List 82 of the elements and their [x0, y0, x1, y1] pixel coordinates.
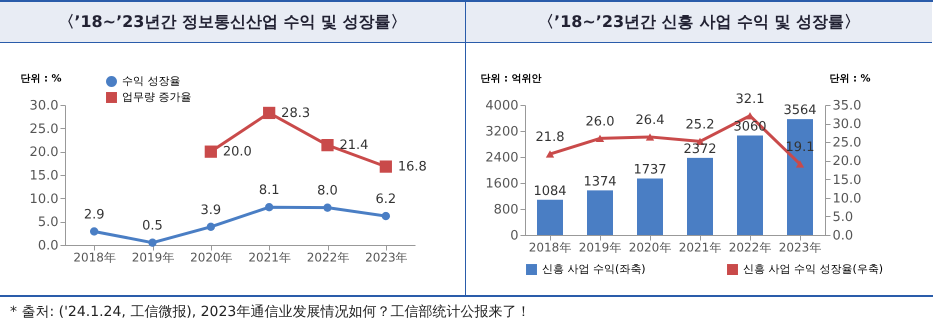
point — [321, 139, 334, 152]
x-tick-label: 2022年 — [728, 240, 772, 254]
y2-tick-label: 25.0 — [832, 136, 862, 151]
y2-tick-label: 5.0 — [832, 210, 854, 225]
y-axis-title: 단위 : 억위안 — [480, 74, 542, 84]
legend-label: 신흥 사업 수익(좌축) — [542, 262, 646, 276]
y-tick-label: 10.0 — [30, 192, 58, 207]
bar — [787, 119, 813, 235]
data-label: 1737 — [633, 162, 667, 178]
point — [90, 227, 98, 236]
x-tick-label: 2018年 — [528, 240, 572, 254]
bar — [537, 200, 563, 235]
data-label: 8.1 — [258, 183, 280, 198]
y-tick-label: 0.0 — [38, 238, 58, 254]
x-tick-label: 2023年 — [778, 240, 822, 254]
x-tick-label: 2019年 — [578, 240, 622, 254]
bar — [737, 136, 763, 235]
point — [148, 238, 157, 247]
data-label: 26.4 — [636, 112, 664, 128]
point — [206, 222, 216, 231]
data-label: 28.3 — [281, 106, 310, 121]
data-label: 2.9 — [84, 207, 105, 222]
y-tick-label: 3200 — [485, 124, 518, 140]
data-label: 3.9 — [200, 202, 222, 218]
point — [382, 212, 390, 220]
point — [546, 150, 554, 158]
data-label: 3564 — [783, 103, 817, 118]
legend-label: 수익 성장율 — [122, 74, 180, 88]
point — [596, 134, 604, 142]
data-label: 20.0 — [222, 144, 252, 160]
y-tick-label: 15.0 — [30, 168, 58, 184]
x-tick-label: 2020年 — [628, 240, 672, 254]
point — [323, 203, 332, 212]
y2-tick-label: 20.0 — [832, 154, 862, 170]
y-tick-label: 5.0 — [38, 215, 58, 230]
point — [263, 106, 276, 120]
y-tick-label: 20.0 — [30, 145, 58, 160]
data-label: 8.0 — [317, 184, 338, 199]
x-tick-label: 2018年 — [73, 250, 116, 264]
data-label: 21.8 — [536, 130, 564, 146]
bar — [637, 178, 663, 235]
data-label: 32.1 — [736, 92, 764, 107]
bar — [687, 158, 713, 235]
x-tick-label: 2021年 — [678, 240, 722, 254]
data-label: 6.2 — [375, 192, 396, 208]
data-label: 2372 — [683, 142, 717, 157]
chart-title: 〈’18~’23년간 신흥 사업 수익 및 성장률〉 — [466, 2, 932, 43]
data-label: 21.4 — [340, 138, 368, 154]
point — [646, 133, 654, 141]
y-tick-label: 25.0 — [30, 122, 58, 137]
y2-tick-label: 0.0 — [832, 228, 854, 244]
y-tick-label: 4000 — [485, 98, 518, 114]
chart-title: 〈’18~’23년간 정보통신산업 수익 및 성장률〉 — [0, 2, 465, 43]
y-tick-label: 1600 — [485, 176, 518, 192]
x-tick-label: 2019年 — [132, 250, 174, 264]
text: * 출처: ('24.1.24, 工信微报), 2023年通信业发展情况如何？工信部统计公报来了！ — [10, 303, 532, 321]
data-label: 1374 — [583, 174, 617, 190]
data-label: 26.0 — [586, 114, 614, 130]
data-label: 25.2 — [686, 117, 714, 132]
data-label: 1084 — [533, 184, 567, 199]
y-tick-label: 0 — [510, 228, 518, 244]
point — [380, 160, 392, 173]
x-tick-label: 2020年 — [190, 250, 233, 264]
y-tick-label: 30.0 — [30, 98, 58, 114]
legend-label: 업무량 증가율 — [122, 90, 192, 104]
data-label: 0.5 — [142, 218, 163, 234]
y2-tick-label: 35.0 — [832, 98, 862, 114]
x-tick-label: 2023年 — [365, 250, 408, 264]
y2-tick-label: 15.0 — [832, 172, 862, 188]
legend-label: 신흥 사업 수익 성장율(우축) — [743, 262, 884, 276]
data-label: 16.8 — [398, 160, 427, 175]
x-tick-label: 2022年 — [306, 250, 350, 264]
y-axis-title: 단위 : % — [20, 74, 62, 84]
y2-tick-label: 10.0 — [832, 191, 862, 206]
y-tick-label: 2400 — [485, 150, 518, 166]
bar — [587, 190, 613, 235]
y2-axis-title: 단위 : % — [830, 74, 870, 84]
y-tick-label: 800 — [494, 202, 518, 218]
point — [796, 160, 804, 168]
point — [264, 203, 274, 212]
x-tick-label: 2021年 — [248, 250, 291, 264]
y2-tick-label: 30.0 — [832, 117, 862, 132]
